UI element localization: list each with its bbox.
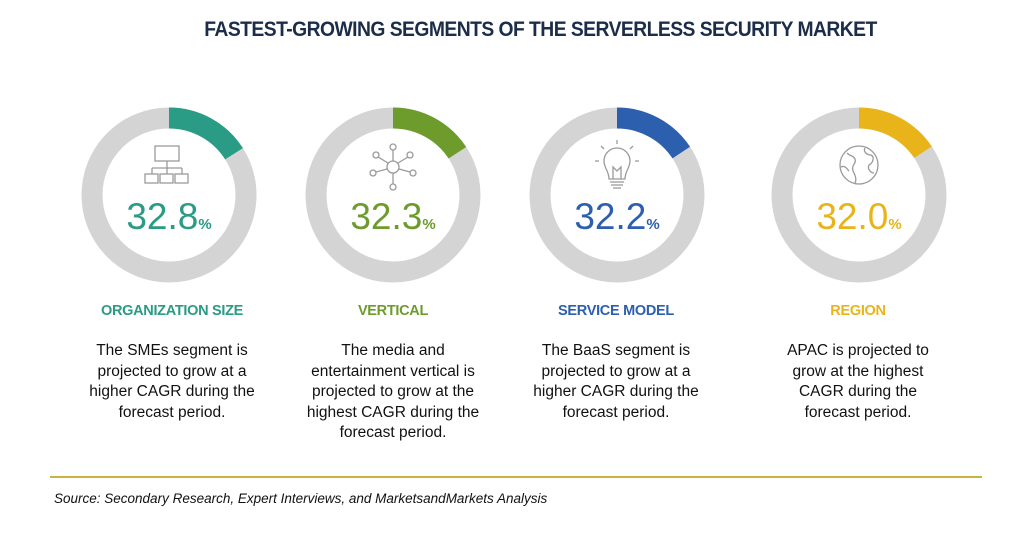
chart-title: FASTEST-GROWING SEGMENTS OF THE SERVERLE… — [204, 18, 877, 41]
donut-value: 32.8% — [126, 196, 211, 237]
network-hub-icon — [369, 143, 417, 191]
segment-label-vertical: VERTICAL — [357, 303, 429, 319]
lightbulb-icon — [595, 140, 639, 189]
org-chart-icon — [144, 145, 189, 184]
segment-description: The media and entertainment vertical is … — [283, 341, 503, 444]
segment-label-organization-size: ORGANIZATION SIZE — [100, 303, 244, 319]
description-line: grow at the highest — [792, 362, 924, 380]
description-line: The BaaS segment is — [541, 342, 691, 359]
segment-description: APAC is projected to grow at the highest… — [748, 341, 968, 423]
description-line: projected to grow at the — [312, 383, 474, 400]
description-line: entertainment vertical is — [311, 362, 475, 380]
globe-icon — [839, 145, 879, 185]
source-note: Source: Secondary Research, Expert Inter… — [54, 491, 548, 506]
description-line: forecast period. — [339, 424, 447, 441]
donut-value: 32.3% — [350, 196, 435, 237]
donut-arc — [305, 107, 481, 283]
description-line: APAC is projected to — [787, 342, 929, 359]
donut-region: 32.0% — [771, 107, 947, 283]
segment-description: The BaaS segment is projected to grow at… — [506, 341, 726, 423]
donut-arc — [771, 107, 947, 283]
donut-arc — [529, 107, 705, 283]
description-line: forecast period. — [804, 403, 912, 421]
donut-arc — [81, 107, 257, 283]
segment-label-region: REGION — [830, 303, 886, 319]
segment-description: The SMEs segment is projected to grow at… — [62, 341, 282, 423]
description-line: higher CAGR during the — [533, 383, 699, 400]
donut-service-model: 32.2% — [529, 107, 705, 283]
description-line: CAGR during the — [798, 383, 918, 400]
description-line: forecast period. — [118, 403, 226, 421]
description-line: forecast period. — [562, 403, 670, 421]
description-line: projected to grow at a — [541, 362, 691, 380]
description-line: highest CAGR during the — [306, 403, 480, 421]
donut-organization-size: 32.8% — [81, 107, 257, 283]
donut-value: 32.2% — [574, 196, 659, 237]
segment-label-service-model: SERVICE MODEL — [558, 303, 674, 319]
donut-vertical: 32.3% — [305, 107, 481, 283]
description-line: The media and — [341, 342, 445, 359]
description-line: higher CAGR during the — [89, 383, 255, 400]
donut-value: 32.0% — [816, 196, 901, 237]
description-line: projected to grow at a — [97, 362, 247, 380]
description-line: The SMEs segment is — [96, 342, 248, 359]
divider — [50, 476, 982, 478]
